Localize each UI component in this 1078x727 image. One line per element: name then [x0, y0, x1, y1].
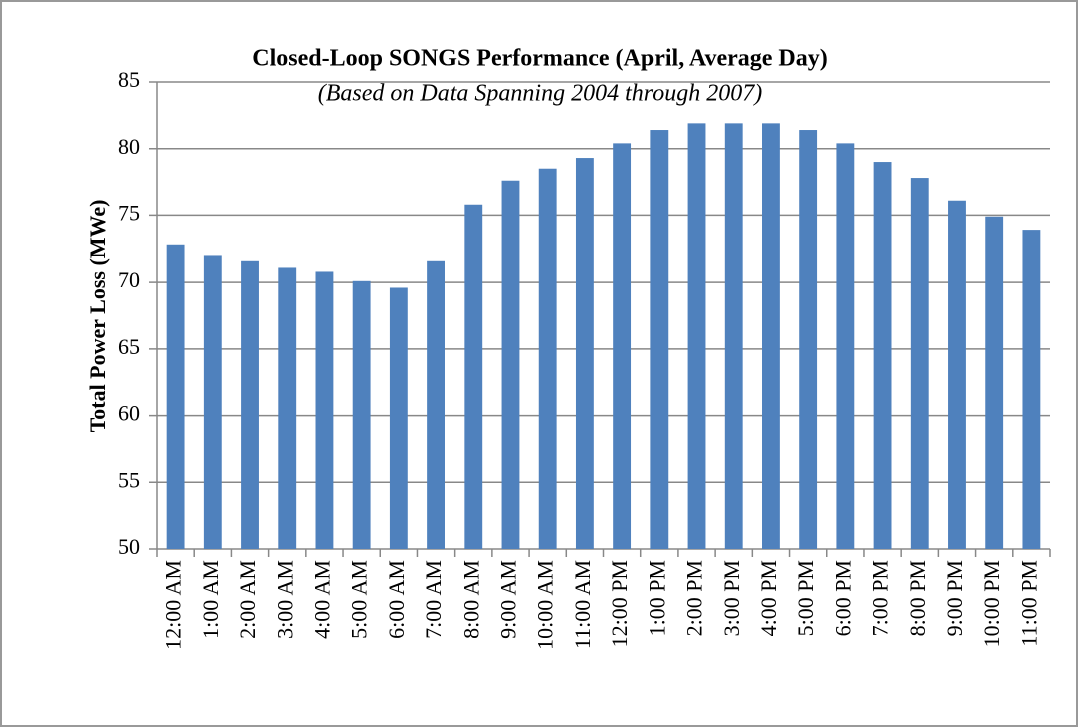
bar	[501, 180, 520, 550]
x-tick-label: 4:00 PM	[756, 560, 781, 636]
bar	[613, 143, 632, 549]
x-tick-label: 6:00 AM	[384, 560, 409, 639]
x-tick-label: 10:00 AM	[533, 560, 558, 650]
bar	[687, 123, 706, 549]
x-tick-label: 10:00 PM	[979, 560, 1004, 647]
x-tick-label: 5:00 AM	[347, 560, 372, 639]
bar	[836, 143, 855, 549]
x-tick-label: 9:00 PM	[942, 560, 967, 636]
bar	[762, 123, 780, 549]
bar	[427, 260, 445, 549]
bar	[650, 130, 669, 549]
bar	[464, 204, 483, 550]
x-tick-label: 12:00 AM	[161, 560, 186, 650]
bar	[985, 216, 1004, 549]
x-tick-label: 7:00 PM	[868, 560, 893, 636]
bar	[910, 178, 929, 549]
y-tick-label: 50	[118, 534, 140, 559]
x-tick-label: 4:00 AM	[309, 560, 334, 639]
bar	[799, 130, 818, 549]
x-tick-label: 7:00 AM	[421, 560, 446, 639]
bar	[278, 267, 297, 549]
x-tick-label: 6:00 PM	[830, 560, 855, 636]
y-tick-label: 65	[118, 334, 140, 359]
y-tick-label: 60	[118, 401, 140, 426]
x-tick-label: 1:00 AM	[198, 560, 223, 639]
bar	[724, 123, 743, 549]
x-tick-label: 11:00 AM	[570, 560, 595, 649]
y-tick-label: 75	[118, 200, 140, 225]
bar	[241, 260, 259, 549]
bar	[166, 244, 185, 550]
y-tick-label: 70	[118, 267, 140, 292]
x-tick-label: 5:00 PM	[793, 560, 818, 636]
bar	[873, 162, 892, 550]
bar	[1022, 230, 1041, 549]
bar	[352, 280, 371, 549]
chart-title: Closed-Loop SONGS Performance (April, Av…	[252, 46, 827, 72]
bar	[389, 287, 408, 549]
x-tick-label: 8:00 PM	[905, 560, 930, 636]
bar	[575, 158, 594, 549]
x-tick-label: 9:00 AM	[496, 560, 521, 639]
x-tick-label: 2:00 AM	[235, 560, 260, 639]
bar	[948, 200, 966, 549]
x-tick-label: 3:00 AM	[272, 560, 297, 639]
x-tick-label: 8:00 AM	[458, 560, 483, 639]
y-tick-label: 80	[118, 134, 140, 159]
chart-subtitle: (Based on Data Spanning 2004 through 200…	[318, 81, 762, 107]
y-axis-label: Total Power Loss (MWe)	[85, 200, 110, 433]
bar	[315, 271, 334, 549]
x-tick-label: 1:00 PM	[644, 560, 669, 636]
x-tick-label: 12:00 PM	[607, 560, 632, 647]
y-tick-label: 85	[118, 67, 140, 92]
bar	[538, 168, 557, 549]
y-tick-label: 55	[118, 467, 140, 492]
x-tick-label: 2:00 PM	[682, 560, 707, 636]
bar	[203, 255, 222, 549]
x-tick-label: 3:00 PM	[719, 560, 744, 636]
x-tick-label: 11:00 PM	[1016, 560, 1041, 647]
